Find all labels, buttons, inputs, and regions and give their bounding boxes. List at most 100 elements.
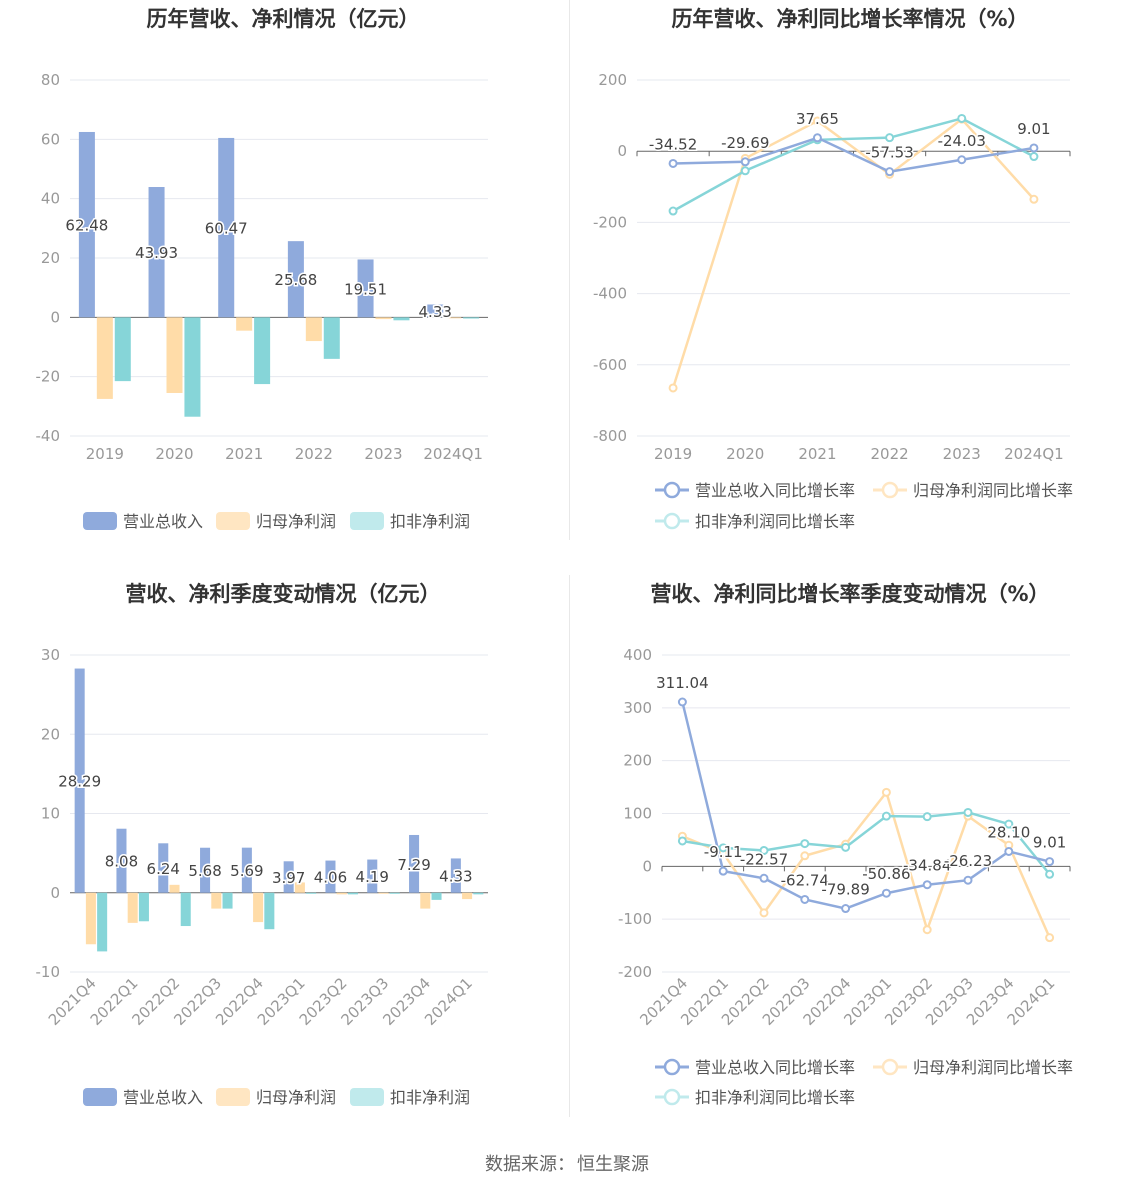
annual-amount-y-tick-label: 60 xyxy=(41,130,60,148)
quarterly-growth-data-label: -62.74 xyxy=(781,871,829,889)
annual-growth-point-3 xyxy=(885,133,895,143)
quarterly-growth-legend-marker xyxy=(881,1058,899,1076)
quarterly-growth-y-tick-label: 100 xyxy=(623,805,652,823)
annual-growth-point-1 xyxy=(957,155,967,165)
quarterly-amount-legend-swatch xyxy=(216,1088,250,1106)
quarterly-growth-point-2 xyxy=(881,787,891,797)
annual-growth-x-tick-label: 2023 xyxy=(943,445,981,463)
quarterly-growth-point-3 xyxy=(963,807,973,817)
quarterly-growth-point-3 xyxy=(718,843,728,853)
quarterly-amount-bar-1 xyxy=(158,843,169,893)
quarterly-amount-data-label: 7.29 xyxy=(397,856,430,874)
annual-amount-y-tick-label: 0 xyxy=(50,308,60,326)
quarterly-amount-data-label: 4.19 xyxy=(356,868,389,886)
quarterly-growth-point-3 xyxy=(1045,869,1055,879)
annual-amount-data-label: 25.68 xyxy=(274,271,317,289)
quarterly-amount-bar-3 xyxy=(389,892,400,894)
quarterly-amount-legend-swatch xyxy=(350,1088,384,1106)
quarterly-amount-legend-label: 营业总收入 xyxy=(123,1088,203,1107)
quarterly-amount-bar-3 xyxy=(97,892,108,952)
quarterly-growth-point-2 xyxy=(1045,933,1055,943)
quarterly-growth-data-label: -79.89 xyxy=(821,881,869,899)
quarterly-growth-data-label: 9.01 xyxy=(1033,834,1066,852)
chart-quarterly-growth-svg: 营收、净利同比增长率季度变动情况（%） 400 300 200 100 0 -100 -200… xyxy=(618,582,1073,1107)
vertical-divider-top xyxy=(569,0,570,540)
quarterly-amount-bar-3 xyxy=(222,892,233,909)
quarterly-amount-y-tick-label: 30 xyxy=(41,646,60,664)
quarterly-growth-legend-label: 归母净利润同比增长率 xyxy=(913,1058,1073,1077)
annual-growth-point-3 xyxy=(957,113,967,123)
chart-annual-growth-svg: 历年营收、净利同比增长率情况（%） 200 0 -200 -400 -600 -800 201… xyxy=(593,7,1073,531)
quarterly-growth-point-1 xyxy=(718,866,728,876)
quarterly-amount-bar-3 xyxy=(431,892,442,900)
quarterly-amount-data-label: 5.69 xyxy=(230,862,263,880)
annual-amount-bar-3 xyxy=(254,317,271,385)
annual-growth-x-tick-label: 2022 xyxy=(870,445,908,463)
quarterly-growth-data-label: -50.86 xyxy=(862,865,910,883)
annual-growth-point-1 xyxy=(740,157,750,167)
quarterly-growth-point-1 xyxy=(881,888,891,898)
annual-amount-bar-3 xyxy=(323,317,340,359)
quarterly-amount-bar-1 xyxy=(409,834,420,893)
annual-amount-bar-2 xyxy=(305,317,322,342)
quarterly-growth-legend-label: 营业总收入同比增长率 xyxy=(695,1058,855,1077)
chart-annual-amount-svg: 历年营收、净利情况（亿元） 80 60 40 20 0 -20 -40 2019 2020 2021… xyxy=(36,7,488,531)
annual-amount-bar-2 xyxy=(445,317,462,319)
quarterly-growth-point-3 xyxy=(1004,819,1014,829)
annual-growth-point-1 xyxy=(1029,143,1039,153)
annual-growth-y-tick-label: -200 xyxy=(593,213,627,231)
annual-growth-point-3 xyxy=(668,206,678,216)
quarterly-amount-bar-2 xyxy=(462,892,473,900)
quarterly-growth-point-2 xyxy=(800,851,810,861)
annual-growth-line-1 xyxy=(673,136,1035,173)
quarterly-amount-bar-3 xyxy=(473,892,484,895)
annual-amount-x-tick-label: 2023 xyxy=(364,445,402,463)
annual-growth-point-2 xyxy=(668,383,678,393)
annual-amount-legend-label: 扣非净利润 xyxy=(390,512,470,531)
annual-growth-y-tick-label: -400 xyxy=(593,285,627,303)
annual-amount-bar-1 xyxy=(218,137,235,318)
quarterly-growth-point-1 xyxy=(759,873,769,883)
annual-amount-y-tick-label: -20 xyxy=(36,368,61,386)
annual-growth-legend-marker xyxy=(663,512,681,530)
quarterly-amount-bar-2 xyxy=(378,892,389,894)
annual-amount-y-tick-label: 80 xyxy=(41,71,60,89)
annual-growth-legend-label: 营业总收入同比增长率 xyxy=(695,481,855,500)
annual-growth-data-label: -57.53 xyxy=(865,144,913,162)
quarterly-amount-data-label: 28.29 xyxy=(58,773,101,791)
quarterly-amount-bar-1 xyxy=(283,861,294,893)
quarterly-amount-bar-3 xyxy=(264,892,275,930)
quarterly-growth-point-1 xyxy=(1004,846,1014,856)
quarterly-growth-legend-marker xyxy=(663,1058,681,1076)
annual-amount-bar-3 xyxy=(184,317,201,417)
annual-growth-y-tick-label: -600 xyxy=(593,356,627,374)
annual-growth-legend-marker xyxy=(663,481,681,499)
data-source-label: 数据来源： xyxy=(485,1154,575,1175)
quarterly-amount-bar-3 xyxy=(138,892,149,922)
quarterly-amount-bar-3 xyxy=(347,892,358,895)
data-source-value: 恒生聚源 xyxy=(577,1154,649,1175)
quarterly-amount-bar-1 xyxy=(241,847,252,893)
quarterly-amount-data-label: 3.97 xyxy=(272,869,305,887)
annual-amount-bar-2 xyxy=(375,317,392,320)
annual-amount-x-tick-label: 2020 xyxy=(155,445,193,463)
annual-amount-data-label: 43.93 xyxy=(135,244,178,262)
annual-amount-legend-swatch xyxy=(83,512,117,530)
quarterly-growth-point-3 xyxy=(881,811,891,821)
annual-growth-point-1 xyxy=(885,167,895,177)
annual-amount-bar-1 xyxy=(78,131,95,318)
quarterly-amount-bar-1 xyxy=(325,860,336,893)
annual-growth-y-tick-label: 0 xyxy=(617,142,627,160)
quarterly-growth-line-1 xyxy=(681,701,1050,910)
annual-amount-x-tick-label: 2021 xyxy=(225,445,263,463)
annual-growth-legend-marker xyxy=(881,481,899,499)
annual-amount-title: 历年营收、净利情况（亿元） xyxy=(147,7,420,31)
annual-amount-bar-1 xyxy=(427,304,444,318)
annual-growth-x-tick-label: 2020 xyxy=(726,445,764,463)
annual-amount-bar-2 xyxy=(236,317,253,331)
quarterly-growth-data-label: -34.84 xyxy=(903,857,951,875)
quarterly-amount-bar-1 xyxy=(116,828,127,893)
quarterly-amount-bar-2 xyxy=(211,892,222,909)
annual-amount-legend-label: 归母净利润 xyxy=(256,512,336,531)
quarterly-amount-data-label: 4.06 xyxy=(314,869,347,887)
